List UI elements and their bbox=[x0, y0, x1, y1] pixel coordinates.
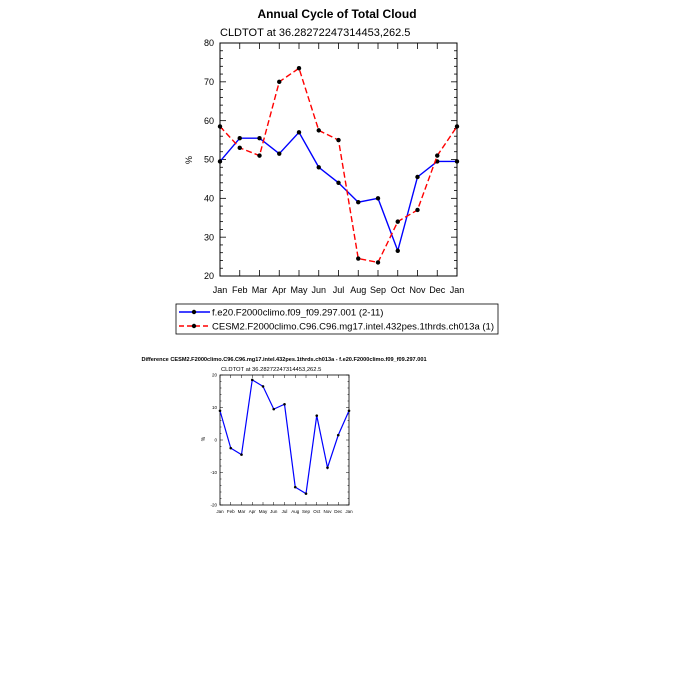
chart-subtitle: CLDTOT at 36.28272247314453,262.5 bbox=[220, 27, 410, 39]
x-tick-label: Nov bbox=[409, 285, 426, 295]
series-1-point bbox=[356, 200, 361, 205]
series-2-point bbox=[277, 79, 282, 85]
legend-label-series-2: CESM2.F2000climo.C96.C96.mg17.intel.432p… bbox=[212, 322, 494, 333]
series-1-point bbox=[272, 407, 276, 411]
x-tick-label: May bbox=[259, 509, 268, 514]
x-tick-label: Mar bbox=[252, 285, 268, 295]
series-1-point bbox=[336, 180, 341, 185]
series-1-point bbox=[304, 492, 308, 495]
x-tick-label: Apr bbox=[272, 285, 286, 295]
series-1-point bbox=[293, 485, 297, 489]
y-tick-label: 20 bbox=[212, 373, 218, 378]
series-2-point bbox=[435, 153, 440, 158]
series-1-point bbox=[237, 135, 242, 141]
legend: f.e20.F2000climo.f09_f09.297.001 (2-11) … bbox=[175, 303, 499, 335]
series-1-point bbox=[454, 159, 460, 164]
series-1-point bbox=[218, 409, 222, 413]
series-1-point bbox=[336, 433, 340, 437]
y-tick-label: 40 bbox=[204, 193, 214, 203]
x-tick-label: Jul bbox=[282, 509, 288, 514]
series-2-point bbox=[415, 207, 420, 213]
series-1-point bbox=[296, 130, 302, 135]
y-tick-label: 20 bbox=[204, 271, 214, 281]
series-1-point bbox=[347, 409, 351, 413]
series-1-point bbox=[315, 414, 319, 417]
legend-label-series-1: f.e20.F2000climo.f09_f09.297.001 (2-11) bbox=[212, 308, 383, 319]
x-tick-label: Dec bbox=[429, 285, 446, 295]
legend-marker-series-1 bbox=[191, 309, 197, 315]
diff-chart-subtitle: CLDTOT at 36.28272247314453,262.5 bbox=[221, 367, 321, 373]
x-tick-label: May bbox=[290, 285, 308, 295]
series-2-point bbox=[356, 256, 361, 261]
series-1-point bbox=[217, 159, 223, 164]
y-tick-label: 0 bbox=[214, 438, 217, 443]
x-tick-label: Jan bbox=[345, 509, 353, 514]
difference-chart: Difference CESM2.F2000climo.C96.C96.mg17… bbox=[141, 357, 426, 514]
x-tick-label: Jan bbox=[450, 285, 465, 295]
diff-chart-title: Difference CESM2.F2000climo.C96.C96.mg17… bbox=[141, 357, 426, 363]
series-1-line bbox=[219, 131, 457, 254]
x-tick-label: Jun bbox=[270, 509, 278, 514]
series-1-point bbox=[316, 165, 321, 170]
series-1-point bbox=[257, 135, 262, 141]
series-1-point bbox=[250, 378, 254, 382]
legend-marker-series-2 bbox=[191, 323, 197, 329]
x-tick-label: Apr bbox=[249, 509, 257, 514]
x-tick-label: Jun bbox=[311, 285, 326, 295]
main-plot-area: 20 30 40 50 60 70 80 Jan Feb Mar Apr May Jun Jul Aug Se… bbox=[204, 38, 464, 295]
y-tick-label: 50 bbox=[204, 155, 214, 165]
plot-frame bbox=[219, 374, 350, 506]
series-1-point bbox=[395, 248, 400, 253]
series-2-point bbox=[336, 137, 341, 143]
diff-y-axis-label: % bbox=[201, 436, 207, 441]
series-2-point bbox=[375, 260, 381, 265]
plot-frame bbox=[219, 42, 458, 277]
series-2-line bbox=[219, 67, 458, 264]
y-tick-label: 30 bbox=[204, 232, 214, 242]
series-1-point bbox=[326, 466, 329, 469]
x-tick-label: Nov bbox=[323, 509, 332, 514]
series-1-point bbox=[261, 385, 265, 388]
series-2-point bbox=[395, 219, 400, 224]
series-1-point bbox=[277, 151, 282, 156]
x-tick-label: Oct bbox=[391, 285, 406, 295]
series-2-point bbox=[316, 128, 321, 133]
y-tick-label: 80 bbox=[204, 38, 214, 48]
x-tick-label: Feb bbox=[232, 285, 248, 295]
series-2-point bbox=[237, 145, 242, 151]
y-axis-label: % bbox=[184, 156, 194, 164]
y-tick-label: 60 bbox=[204, 116, 214, 126]
y-tick-label: 10 bbox=[212, 405, 218, 410]
series-1-point bbox=[229, 446, 233, 450]
series-2-point bbox=[454, 124, 460, 129]
x-tick-label: Dec bbox=[334, 509, 343, 514]
series-1-line bbox=[219, 378, 350, 495]
legend-box bbox=[175, 303, 499, 335]
series-2-point bbox=[257, 153, 262, 158]
series-1-point bbox=[415, 174, 420, 180]
x-tick-label: Aug bbox=[291, 509, 300, 514]
x-tick-label: Sep bbox=[302, 509, 311, 514]
x-tick-label: Jul bbox=[333, 285, 345, 295]
series-1-point bbox=[240, 453, 243, 456]
series-1-point bbox=[283, 402, 286, 406]
x-tick-label: Oct bbox=[313, 509, 321, 514]
chart-title: Annual Cycle of Total Cloud bbox=[257, 7, 416, 21]
x-tick-label: Sep bbox=[370, 285, 386, 295]
x-tick-label: Mar bbox=[238, 509, 246, 514]
annual-cycle-chart: Annual Cycle of Total Cloud CLDTOT at 36… bbox=[175, 7, 499, 335]
y-tick-label: -10 bbox=[210, 470, 217, 475]
x-tick-label: Jan bbox=[216, 509, 224, 514]
series-1-point bbox=[375, 196, 381, 201]
series-2-point bbox=[296, 66, 302, 71]
x-tick-label: Aug bbox=[350, 285, 366, 295]
series-2-point bbox=[217, 124, 223, 129]
y-tick-label: 70 bbox=[204, 77, 214, 87]
y-tick-label: -20 bbox=[210, 503, 217, 508]
x-tick-label: Feb bbox=[227, 509, 235, 514]
x-tick-label: Jan bbox=[213, 285, 228, 295]
